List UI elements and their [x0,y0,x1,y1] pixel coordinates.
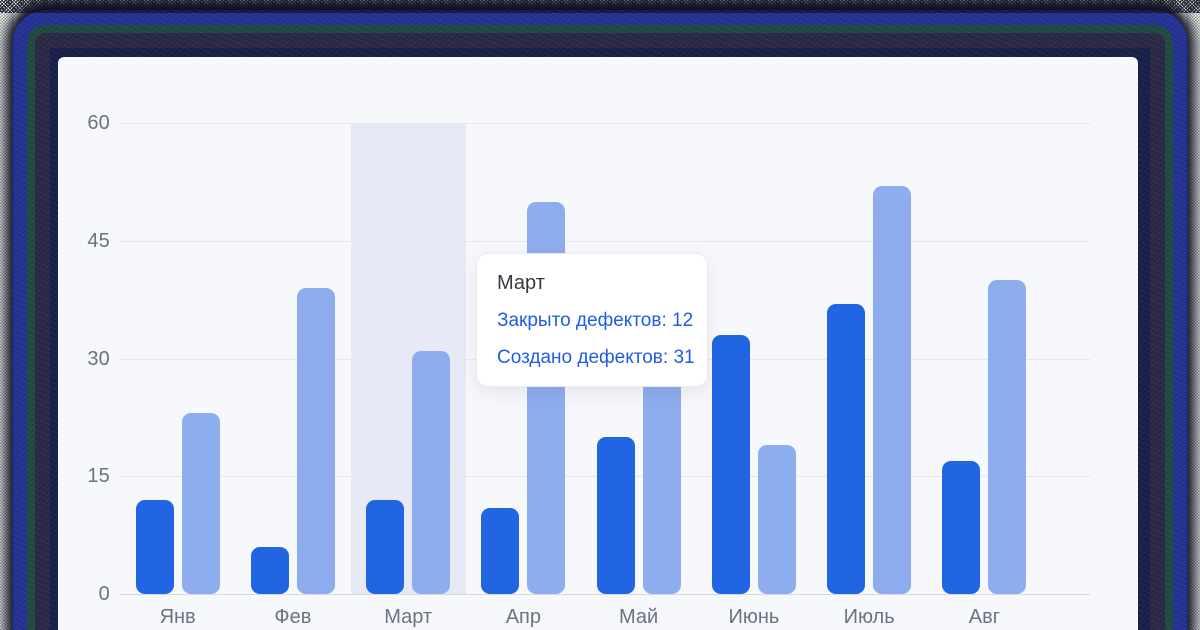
y-tick-label: 0 [98,583,110,605]
x-tick-label: Май [619,606,659,628]
y-tick-label: 15 [87,465,110,488]
chart-card: 60 45 30 15 0 Янв Фев Март Апр Май Июнь Июль Авг Ма… [58,57,1138,630]
bar-closed-Фев[interactable] [250,546,289,594]
x-tick-label: Янв [159,606,196,628]
bar-closed-Июнь[interactable] [711,334,750,594]
bar-closed-Янв[interactable] [135,499,174,594]
defects-bar-chart: 60 45 30 15 0 Янв Фев Март Апр Май Июнь Июль Авг Ма… [58,57,1138,630]
bar-created-Янв[interactable] [181,413,220,594]
bar-created-Июль[interactable] [873,185,912,594]
x-tick-label: Июнь [728,606,780,628]
bar-closed-Март[interactable] [366,499,405,594]
grid-line [120,123,1090,124]
noise-texture-right [1186,0,1200,630]
y-tick-label: 45 [87,229,110,252]
bar-group-Июнь [696,123,811,594]
grid-line [120,240,1090,242]
x-axis-labels: Янв Фев Март Апр Май Июнь Июль Авг [120,606,1042,629]
tooltip-title: Март [497,272,545,294]
bar-closed-Июль[interactable] [827,303,866,594]
bar-group-Июль [812,123,927,594]
tooltip-row-created: Создано дефектов: 31 [497,347,695,368]
x-tick-label: Апр [505,606,542,628]
chart-tooltip: Март Закрыто дефектов: 12 Создано дефекто… [476,253,708,387]
bar-closed-Апр[interactable] [481,507,520,594]
bar-created-Июнь[interactable] [757,444,796,594]
bar-group-Янв [120,123,235,594]
bar-closed-Май[interactable] [596,437,635,594]
bar-created-Март[interactable] [412,350,451,594]
x-tick-label: Июль [843,606,895,628]
bar-group-Май [581,123,696,594]
bar-created-Авг[interactable] [988,280,1027,594]
x-tick-label: Фев [274,606,312,628]
y-tick-label: 30 [87,347,110,370]
x-tick-label: Март [384,606,433,628]
bar-group-Март [351,123,466,594]
grid-line [120,594,1090,595]
bar-closed-Авг[interactable] [942,460,981,594]
bar-created-Май[interactable] [642,374,681,594]
tooltip-rows: Закрыто дефектов: 12 Создано дефектов: 31 [497,310,697,369]
y-tick-label: 60 [87,112,110,134]
bar-created-Фев[interactable] [296,287,335,594]
tooltip-row-closed: Закрыто дефектов: 12 [497,310,694,331]
bar-group-Авг [927,123,1042,594]
bar-group-Фев [235,123,350,594]
bar-groups [120,123,1042,594]
x-tick-label: Авг [968,606,1000,628]
